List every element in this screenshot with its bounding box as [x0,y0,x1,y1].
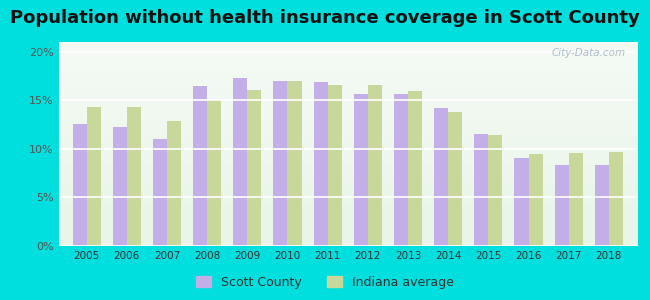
Bar [528,154,543,246]
Bar [167,121,181,246]
Bar [193,86,207,246]
Bar [514,158,528,246]
Text: City-Data.com: City-Data.com [551,48,625,58]
Bar [328,85,342,246]
Bar [569,153,583,246]
Bar [73,124,86,246]
Bar [247,90,261,246]
Bar [127,107,141,246]
Legend: Scott County, Indiana average: Scott County, Indiana average [191,271,459,294]
Bar [112,128,127,246]
Bar [313,82,328,246]
Bar [368,85,382,246]
Bar [448,112,462,246]
Text: Population without health insurance coverage in Scott County: Population without health insurance cove… [10,9,640,27]
Bar [394,94,408,246]
Bar [595,165,609,246]
Bar [287,81,302,246]
Bar [554,165,569,246]
Bar [354,94,368,246]
Bar [408,91,422,246]
Bar [474,134,488,246]
Bar [609,152,623,246]
Bar [86,107,101,246]
Bar [434,108,448,246]
Bar [207,100,221,246]
Bar [153,139,167,246]
Bar [233,78,247,246]
Bar [274,81,287,246]
Bar [488,135,502,246]
